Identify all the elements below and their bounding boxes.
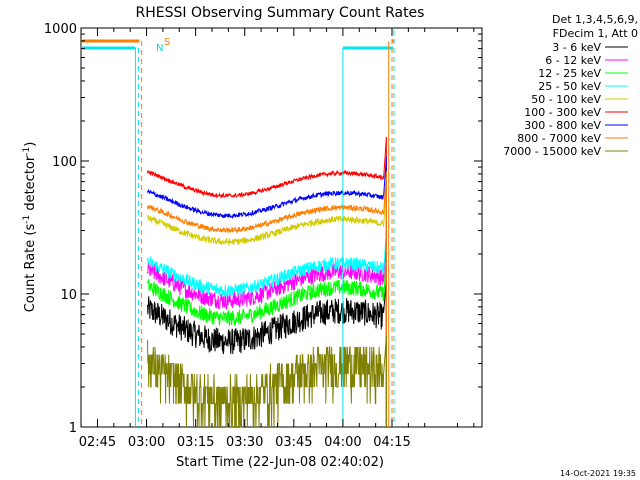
legend: Det 1,3,4,5,6,9, FDecim 1, Att 0 3 - 6 k… xyxy=(503,13,638,158)
legend-header-1: Det 1,3,4,5,6,9, xyxy=(552,13,638,26)
saa-label: S xyxy=(164,37,170,48)
legend-label: 300 - 800 keV xyxy=(524,119,601,132)
y-tick-label: 1 xyxy=(69,421,77,436)
flag-layer xyxy=(81,30,395,427)
series-line xyxy=(147,254,387,427)
y-axis-label: Count Rate (s-1 detector-1) xyxy=(22,142,38,313)
series-line xyxy=(147,277,387,427)
night-label: N xyxy=(156,43,163,54)
legend-label: 7000 - 15000 keV xyxy=(503,145,601,158)
legend-label: 100 - 300 keV xyxy=(524,106,601,119)
y-tick-label: 1000 xyxy=(44,22,77,37)
legend-label: 6 - 12 keV xyxy=(545,54,601,67)
series-line xyxy=(147,183,387,427)
series-line xyxy=(147,335,387,428)
legend-label: 800 - 7000 keV xyxy=(517,132,601,145)
series-line xyxy=(147,136,387,427)
x-tick-label: 02:45 xyxy=(79,435,116,450)
y-tick-label: 100 xyxy=(52,155,77,170)
series-line xyxy=(147,156,387,427)
legend-label: 12 - 25 keV xyxy=(538,67,601,80)
series-line xyxy=(147,228,387,427)
x-tick-label: 04:15 xyxy=(373,435,410,450)
legend-label: 3 - 6 keV xyxy=(552,41,601,54)
series-layer xyxy=(147,136,387,428)
x-tick-label: 04:00 xyxy=(324,435,361,450)
footer-timestamp: 14-Oct-2021 19:35 xyxy=(560,469,636,478)
axis-layer: 02:45 03:00 03:15 03:30 03:45 04:00 04:15 1 10 10… xyxy=(44,22,482,450)
x-tick-label: 03:45 xyxy=(275,435,312,450)
legend-label: 50 - 100 keV xyxy=(531,93,601,106)
x-axis-label: Start Time (22-Jun-08 02:40:02) xyxy=(176,455,384,470)
x-tick-label: 03:00 xyxy=(128,435,165,450)
series-line xyxy=(147,171,387,427)
x-tick-label: 03:30 xyxy=(226,435,263,450)
legend-header-2: FDecim 1, Att 0 xyxy=(553,27,638,40)
legend-label: 25 - 50 keV xyxy=(538,80,601,93)
x-tick-label: 03:15 xyxy=(177,435,214,450)
y-tick-label: 10 xyxy=(60,288,77,303)
series-line xyxy=(147,237,387,427)
chart-title: RHESSI Observing Summary Count Rates xyxy=(136,5,425,21)
plot-frame xyxy=(80,27,483,428)
